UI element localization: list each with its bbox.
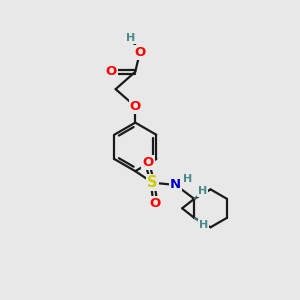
Text: H: H [126, 33, 135, 43]
Text: O: O [134, 46, 146, 59]
Text: O: O [149, 197, 161, 210]
Text: H: H [199, 220, 208, 230]
Text: H: H [198, 186, 207, 196]
Text: O: O [130, 100, 141, 113]
Text: S: S [147, 175, 158, 190]
Text: H: H [183, 174, 192, 184]
Text: N: N [170, 178, 181, 191]
Text: O: O [105, 65, 117, 78]
Text: O: O [142, 156, 154, 169]
